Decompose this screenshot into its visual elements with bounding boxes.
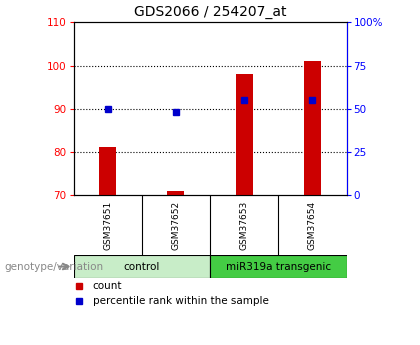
Text: control: control: [123, 262, 160, 272]
Text: genotype/variation: genotype/variation: [4, 262, 103, 272]
Bar: [236, 74, 253, 195]
Bar: [74, 255, 210, 278]
Bar: [304, 61, 321, 195]
Bar: [99, 148, 116, 195]
Text: count: count: [93, 282, 122, 292]
Text: GSM37651: GSM37651: [103, 200, 112, 250]
Bar: [210, 255, 346, 278]
Text: GSM37653: GSM37653: [240, 200, 249, 250]
Text: miR319a transgenic: miR319a transgenic: [226, 262, 331, 272]
Text: percentile rank within the sample: percentile rank within the sample: [93, 296, 268, 306]
Text: GSM37652: GSM37652: [171, 200, 180, 250]
Text: GSM37654: GSM37654: [308, 200, 317, 250]
Title: GDS2066 / 254207_at: GDS2066 / 254207_at: [134, 4, 286, 19]
Bar: [167, 191, 184, 195]
